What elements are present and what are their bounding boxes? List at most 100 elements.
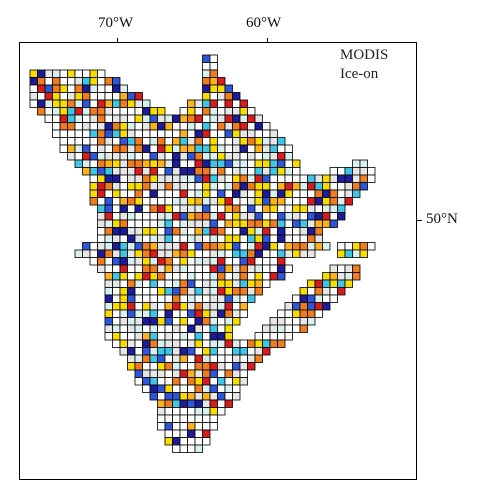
grid-cell [97,167,106,176]
grid-cell [254,272,263,281]
grid-cell [232,279,241,288]
grid-cell [164,167,173,176]
grid-cell [82,137,91,146]
grid-cell [262,279,271,288]
grid-cell [209,107,218,116]
grid-cell [97,107,106,116]
grid-cell [29,84,38,93]
grid-cell [179,354,188,363]
lat-label-50n: 50°N [426,211,458,227]
grid-cell [239,167,248,176]
grid-cell [232,159,241,168]
grid-cell [134,354,143,363]
grid-cell [292,309,301,318]
grid-cell [82,84,91,93]
grid-cell [112,302,121,311]
grid-cell [254,339,263,348]
lon-label-70w: 70°W [98,15,134,31]
grid-cell [224,99,233,108]
grid-cell [104,92,113,101]
grid-cell [172,339,181,348]
grid-cell [194,204,203,213]
grid-cell [247,129,256,138]
grid-cell [322,204,331,213]
grid-cell [299,234,308,243]
grid-cell [134,219,143,228]
grid-cell [164,114,173,123]
grid-cell [209,204,218,213]
grid-cell [359,182,368,191]
grid-cell [157,234,166,243]
grid-cell [307,234,316,243]
grid-cell [82,69,91,78]
grid-cell [194,212,203,221]
grid-cell [157,144,166,153]
grid-cell [157,354,166,363]
grid-cell [82,92,91,101]
grid-cell [337,212,346,221]
grid-cell [232,122,241,131]
grid-cell [322,287,331,296]
grid-cell [224,362,233,371]
grid-cell [239,204,248,213]
grid-cell [337,242,346,251]
grid-cell [314,234,323,243]
grid-cell [254,332,263,341]
grid-cell [239,234,248,243]
grid-cell [164,144,173,153]
grid-cell [119,137,128,146]
grid-cell [127,287,136,296]
grid-cell [187,384,196,393]
grid-cell [254,212,263,221]
grid-cell [97,197,106,206]
grid-cell [112,234,121,243]
grid-cell [217,407,226,416]
grid-cell [277,182,286,191]
grid-cell [157,137,166,146]
grid-cell [97,129,106,138]
grid-cell [134,122,143,131]
grid-cell [262,257,271,266]
grid-cell [97,257,106,266]
grid-cell [314,242,323,251]
grid-cell [314,197,323,206]
grid-cell [194,107,203,116]
grid-cell [322,212,331,221]
grid-cell [172,212,181,221]
grid-cell [97,249,106,258]
grid-cell [254,122,263,131]
grid-cell [254,257,263,266]
grid-cell [112,107,121,116]
grid-cell [134,227,143,236]
grid-cell [179,347,188,356]
grid-cell [232,182,241,191]
grid-cell [119,99,128,108]
grid-cell [74,77,83,86]
grid-cell [82,122,91,131]
grid-cell [209,272,218,281]
grid-cell [164,369,173,378]
grid-cell [134,369,143,378]
grid-cell [119,204,128,213]
grid-cell [224,189,233,198]
grid-cell [299,317,308,326]
grid-cell [262,144,271,153]
grid-cell [209,212,218,221]
grid-cell [179,182,188,191]
grid-cell [314,204,323,213]
grid-cell [202,414,211,423]
grid-cell [172,167,181,176]
grid-cell [149,159,158,168]
grid-cell [149,129,158,138]
grid-cell [179,242,188,251]
grid-cell [284,174,293,183]
grid-cell [179,294,188,303]
grid-cell [187,339,196,348]
grid-cell [172,144,181,153]
grid-cell [179,332,188,341]
grid-cell [179,437,188,446]
grid-cell [224,257,233,266]
grid-cell [307,242,316,251]
grid-cell [239,302,248,311]
grid-cell [262,204,271,213]
